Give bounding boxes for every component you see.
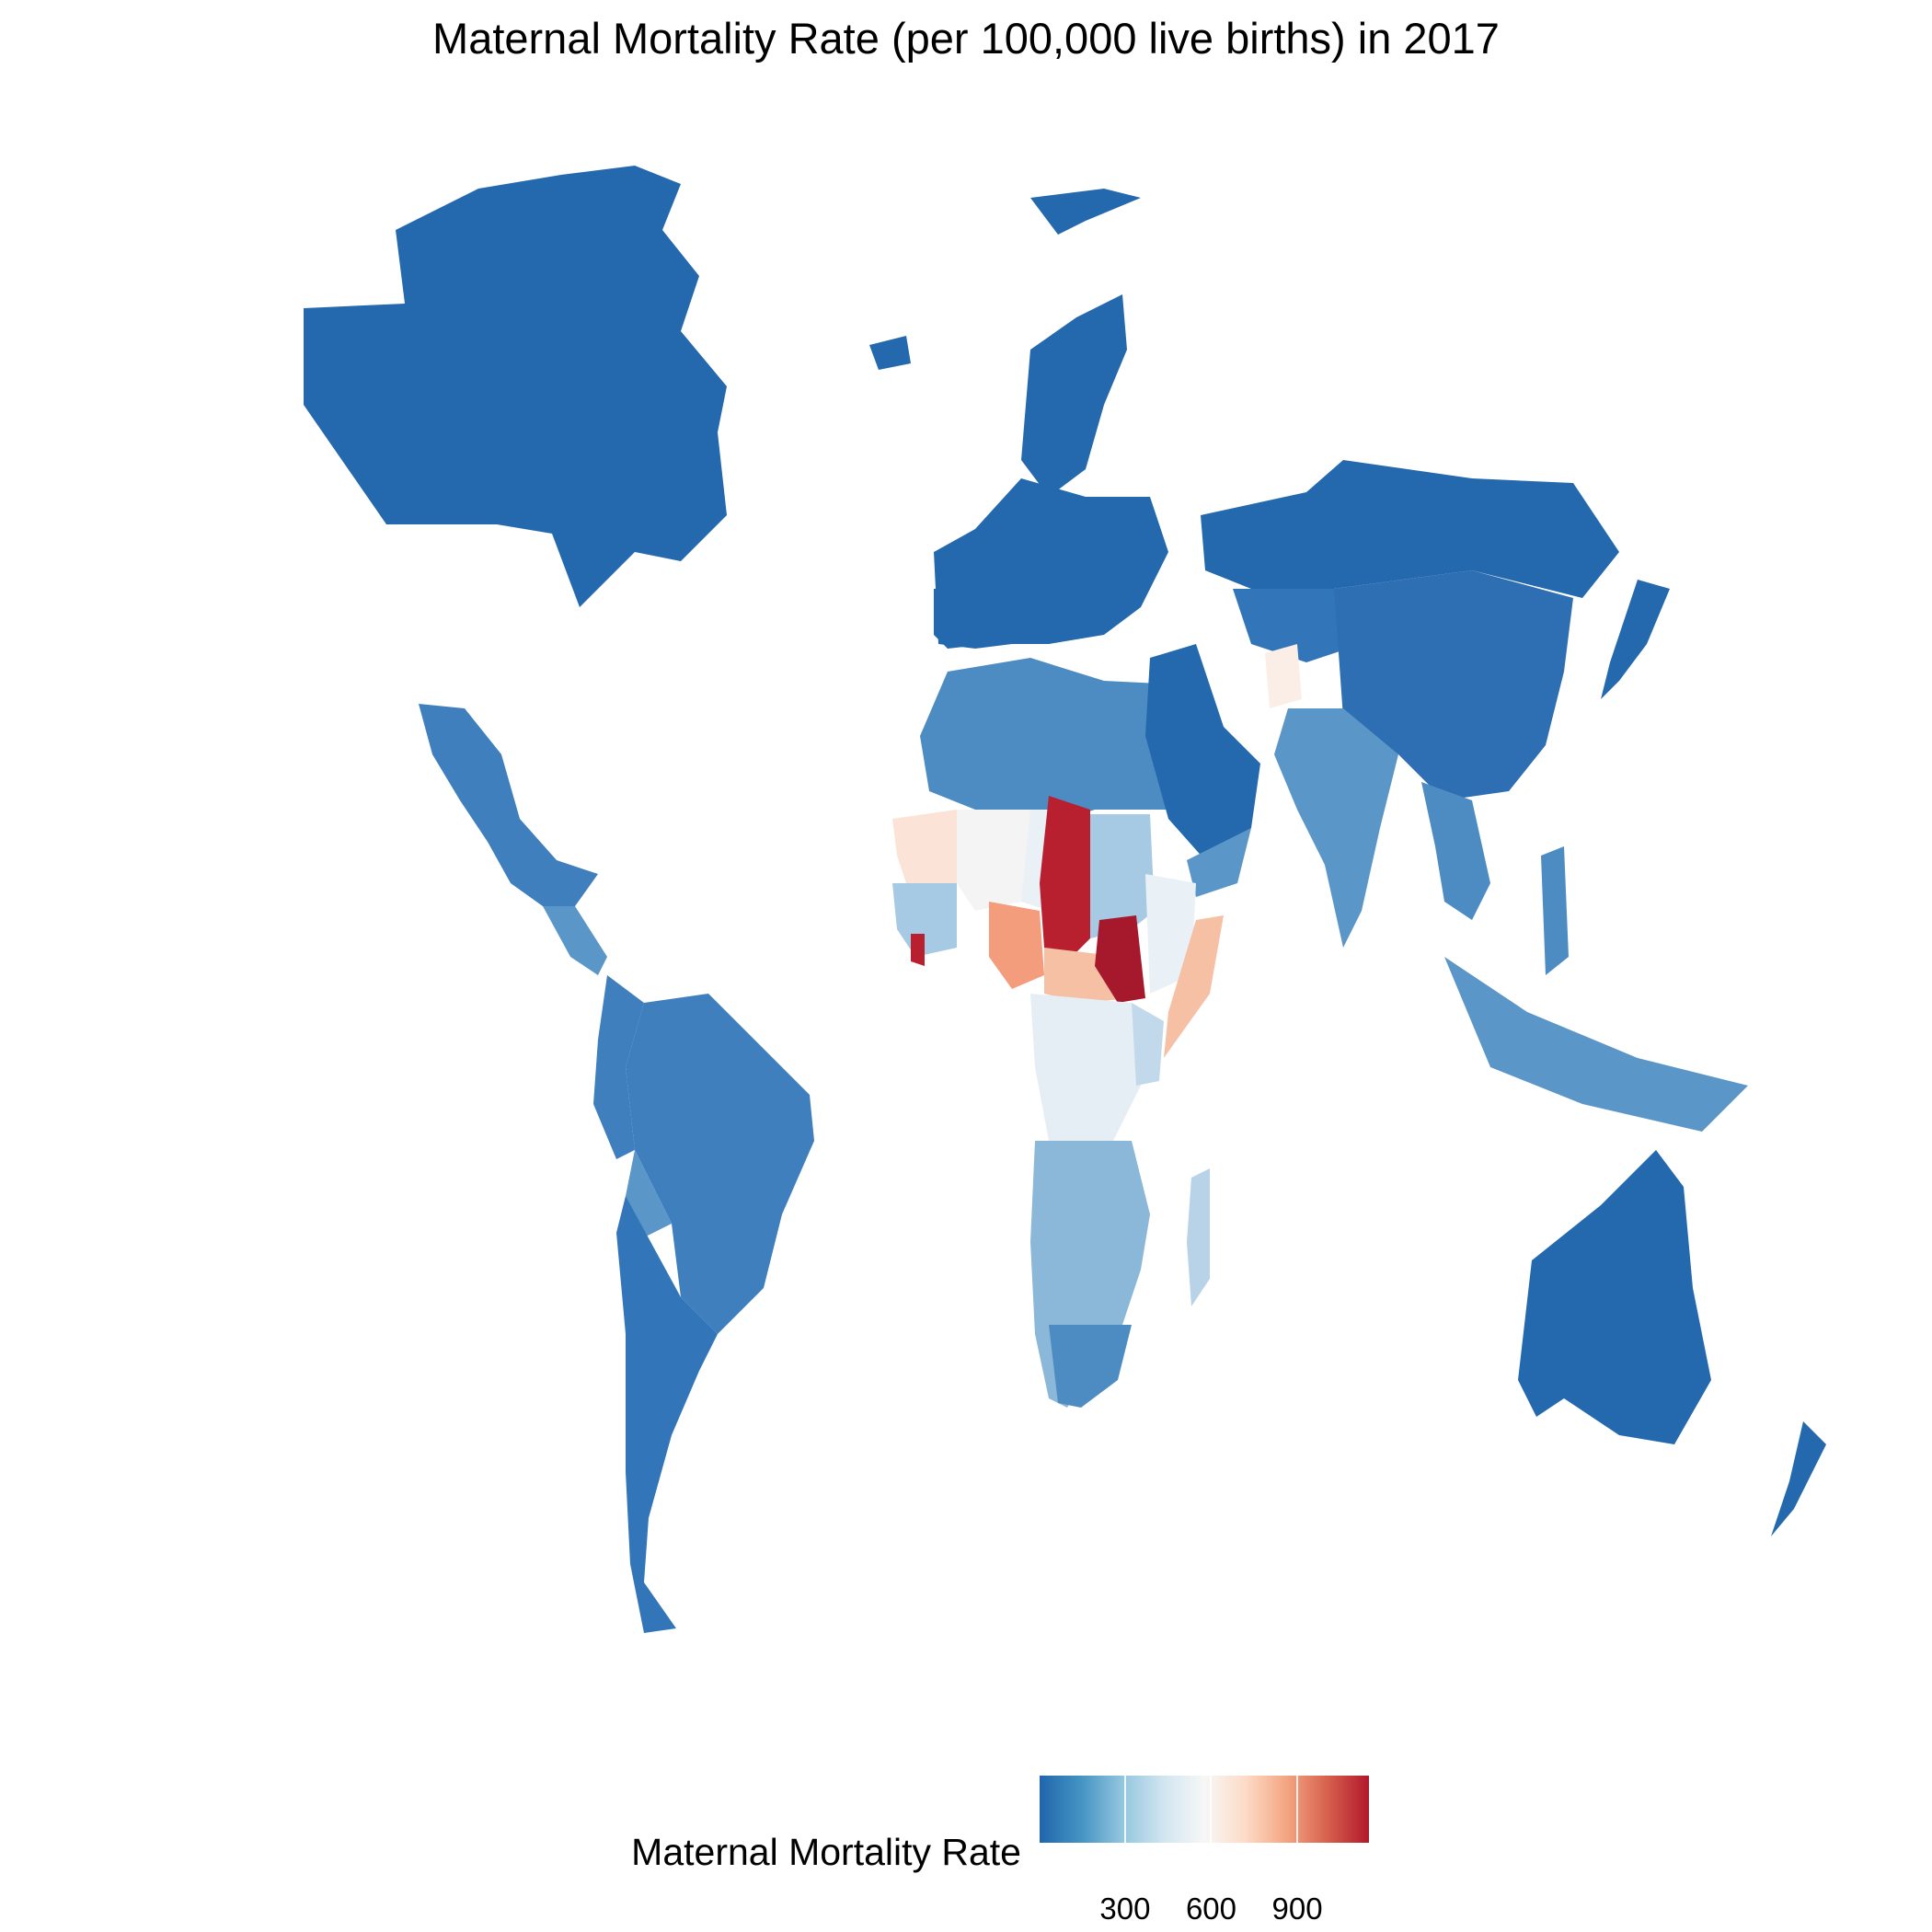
country-brazil — [626, 994, 814, 1334]
country-yemen — [1187, 828, 1251, 897]
legend-tick-mark — [1296, 1776, 1299, 1843]
legend-tick-label: 600 — [1185, 1892, 1237, 1926]
andean-countries — [593, 975, 644, 1159]
country-somalia — [1164, 915, 1224, 1058]
region-iberia — [934, 589, 989, 649]
legend-title: Maternal Mortality Rate — [631, 1831, 1021, 1873]
country-australia — [1518, 1150, 1711, 1444]
region-east-africa — [1132, 1003, 1164, 1086]
country-indonesia — [1444, 957, 1748, 1132]
country-scandinavia — [1021, 294, 1127, 497]
map-title: Maternal Mortality Rate (per 100,000 liv… — [432, 14, 1500, 63]
country-india — [1274, 708, 1398, 948]
country-japan — [1601, 580, 1670, 699]
country-new-zealand — [1771, 1421, 1826, 1536]
southeast-asia — [1421, 782, 1490, 920]
country-chad — [1040, 796, 1090, 961]
country-south-africa — [1049, 1325, 1132, 1408]
central-asia — [1233, 589, 1362, 662]
country-russia-kazakhstan — [1201, 460, 1619, 598]
region-central-africa — [1030, 994, 1141, 1141]
country-senegal-region — [892, 883, 957, 957]
legend: Maternal Mortality Rate 300 600 900 — [0, 1776, 1932, 1932]
country-afghanistan — [1265, 644, 1302, 708]
country-south-sudan — [1095, 915, 1145, 1003]
world-map — [304, 166, 1826, 1633]
region-europe — [934, 478, 1168, 649]
central-america — [543, 906, 607, 975]
country-china — [1334, 570, 1573, 800]
region-middle-east — [1145, 644, 1260, 860]
legend-tick-label: 300 — [1099, 1892, 1151, 1926]
country-nigeria — [989, 902, 1044, 989]
country-mexico — [419, 704, 598, 906]
country-sudan — [1090, 814, 1155, 938]
country-bolivia — [626, 1150, 672, 1237]
country-greenland — [1030, 189, 1141, 235]
country-iceland — [869, 336, 911, 370]
country-argentina-chile — [616, 1196, 718, 1633]
country-madagascar — [1187, 1168, 1210, 1306]
region-north-africa — [920, 658, 1196, 828]
legend-tick-label: 900 — [1271, 1892, 1323, 1926]
country-philippines — [1541, 846, 1569, 975]
country-sierra-leone-liberia — [911, 934, 925, 966]
legend-tick-mark — [1123, 1776, 1126, 1843]
country-mauritania — [892, 810, 957, 883]
legend-tick-mark — [1210, 1776, 1213, 1843]
legend-colorbar — [1040, 1776, 1369, 1843]
country-canada — [304, 166, 727, 607]
